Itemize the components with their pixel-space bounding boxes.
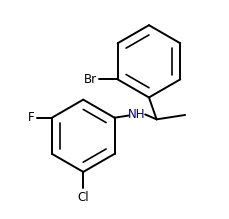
Text: F: F	[28, 111, 34, 124]
Text: Cl: Cl	[77, 191, 89, 203]
Text: Br: Br	[83, 73, 96, 86]
Text: NH: NH	[128, 108, 145, 121]
